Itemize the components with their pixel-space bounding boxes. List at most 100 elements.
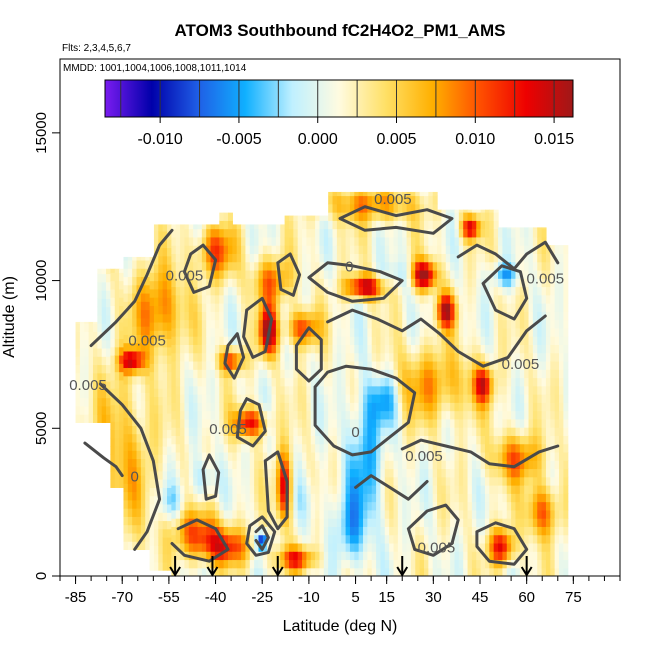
heatmap-cell [410, 245, 416, 254]
heatmap-cell [136, 433, 142, 443]
heatmap-cell [132, 466, 138, 476]
heatmap-cell [162, 224, 168, 232]
colorbar-tick-label: 0.005 [376, 131, 416, 148]
heatmap-cell [376, 385, 382, 395]
heatmap-cell [271, 286, 277, 296]
contour-label: 0.005 [209, 421, 247, 438]
heatmap-cell [397, 261, 403, 271]
heatmap-cell [410, 327, 416, 337]
heatmap-cell [367, 427, 373, 436]
heatmap-cell [432, 269, 438, 279]
heatmap-cell [406, 336, 412, 345]
heatmap-cell [175, 427, 181, 436]
heatmap-cell [519, 435, 525, 445]
heatmap-cell [310, 476, 316, 486]
heatmap-cell [284, 261, 290, 271]
heatmap-cell [402, 212, 408, 221]
heatmap-cell [201, 443, 207, 453]
heatmap-cell [332, 220, 338, 230]
heatmap-cell [310, 261, 316, 271]
heatmap-cell [297, 360, 303, 370]
heatmap-cell [171, 526, 177, 536]
heatmap-cell [349, 394, 355, 403]
heatmap-cell [515, 476, 521, 486]
heatmap-cell [476, 294, 482, 304]
contour-label: 0 [345, 259, 353, 276]
heatmap-cell [511, 385, 517, 395]
heatmap-cell [127, 458, 133, 468]
heatmap-cell [415, 509, 421, 519]
heatmap-cell [110, 346, 116, 356]
heatmap-cell [228, 236, 233, 246]
heatmap-cell [559, 344, 564, 354]
heatmap-cell [519, 451, 525, 461]
heatmap-cell [306, 385, 312, 395]
heatmap-cell [136, 400, 142, 410]
heatmap-cell [537, 319, 543, 329]
heatmap-cell [280, 245, 286, 254]
heatmap-cell [471, 269, 477, 279]
heatmap-cell [363, 518, 368, 527]
heatmap-cell [310, 369, 316, 379]
heatmap-cell [541, 344, 547, 354]
heatmap-cell [519, 344, 525, 354]
heatmap-cell [332, 203, 338, 213]
heatmap-cell [284, 402, 290, 412]
heatmap-cell [175, 485, 181, 494]
heatmap-cell [158, 363, 164, 373]
heatmap-cell [145, 383, 151, 393]
heatmap-cell [258, 269, 264, 279]
heatmap-cell [384, 212, 390, 221]
heatmap-cell [79, 321, 85, 324]
heatmap-cell [437, 534, 443, 544]
heatmap-cell [123, 342, 129, 352]
heatmap-cell [79, 339, 85, 349]
heatmap-cell [458, 278, 464, 288]
heatmap-cell [367, 220, 373, 230]
heatmap-cell [323, 551, 329, 561]
heatmap-cell [219, 278, 225, 288]
heatmap-cell [140, 474, 146, 484]
heatmap-cell [232, 559, 238, 569]
heatmap-cell [467, 360, 473, 370]
heatmap-cell [245, 286, 251, 296]
heatmap-cell [419, 294, 425, 304]
heatmap-cell [524, 460, 530, 470]
heatmap-cell [75, 364, 81, 374]
heatmap-cell [214, 269, 220, 279]
heatmap-cell [193, 278, 199, 288]
heatmap-cell [319, 542, 325, 552]
heatmap-cell [402, 269, 408, 279]
heatmap-cell [197, 369, 203, 379]
heatmap-cell [175, 286, 181, 296]
heatmap-cell [563, 369, 569, 379]
heatmap-cell [410, 402, 416, 412]
heatmap-cell [254, 509, 260, 519]
heatmap-cell [532, 336, 538, 345]
heatmap-cell [171, 236, 177, 246]
heatmap-cell [228, 493, 233, 503]
heatmap-cell [432, 360, 438, 370]
heatmap-cell [149, 379, 155, 389]
heatmap-cell [241, 443, 247, 453]
heatmap-cell [297, 344, 303, 354]
heatmap-cell [167, 371, 172, 381]
heatmap-cell [537, 228, 543, 238]
heatmap-cell [262, 369, 268, 379]
heatmap-cell [532, 518, 538, 527]
heatmap-cell [363, 228, 368, 238]
heatmap-cell [249, 551, 255, 561]
heatmap-cell [306, 518, 312, 527]
heatmap-cell [515, 518, 521, 527]
heatmap-cell [262, 236, 268, 246]
heatmap-cell [493, 261, 499, 271]
heatmap-cell [524, 518, 530, 527]
heatmap-cell [471, 476, 477, 486]
heatmap-cell [563, 427, 569, 436]
heatmap-cell [275, 427, 281, 436]
heatmap-cell [384, 253, 390, 263]
heatmap-cell [140, 334, 146, 344]
heatmap-cell [297, 394, 303, 403]
heatmap-cell [519, 427, 525, 436]
heatmap-cell [441, 443, 447, 453]
